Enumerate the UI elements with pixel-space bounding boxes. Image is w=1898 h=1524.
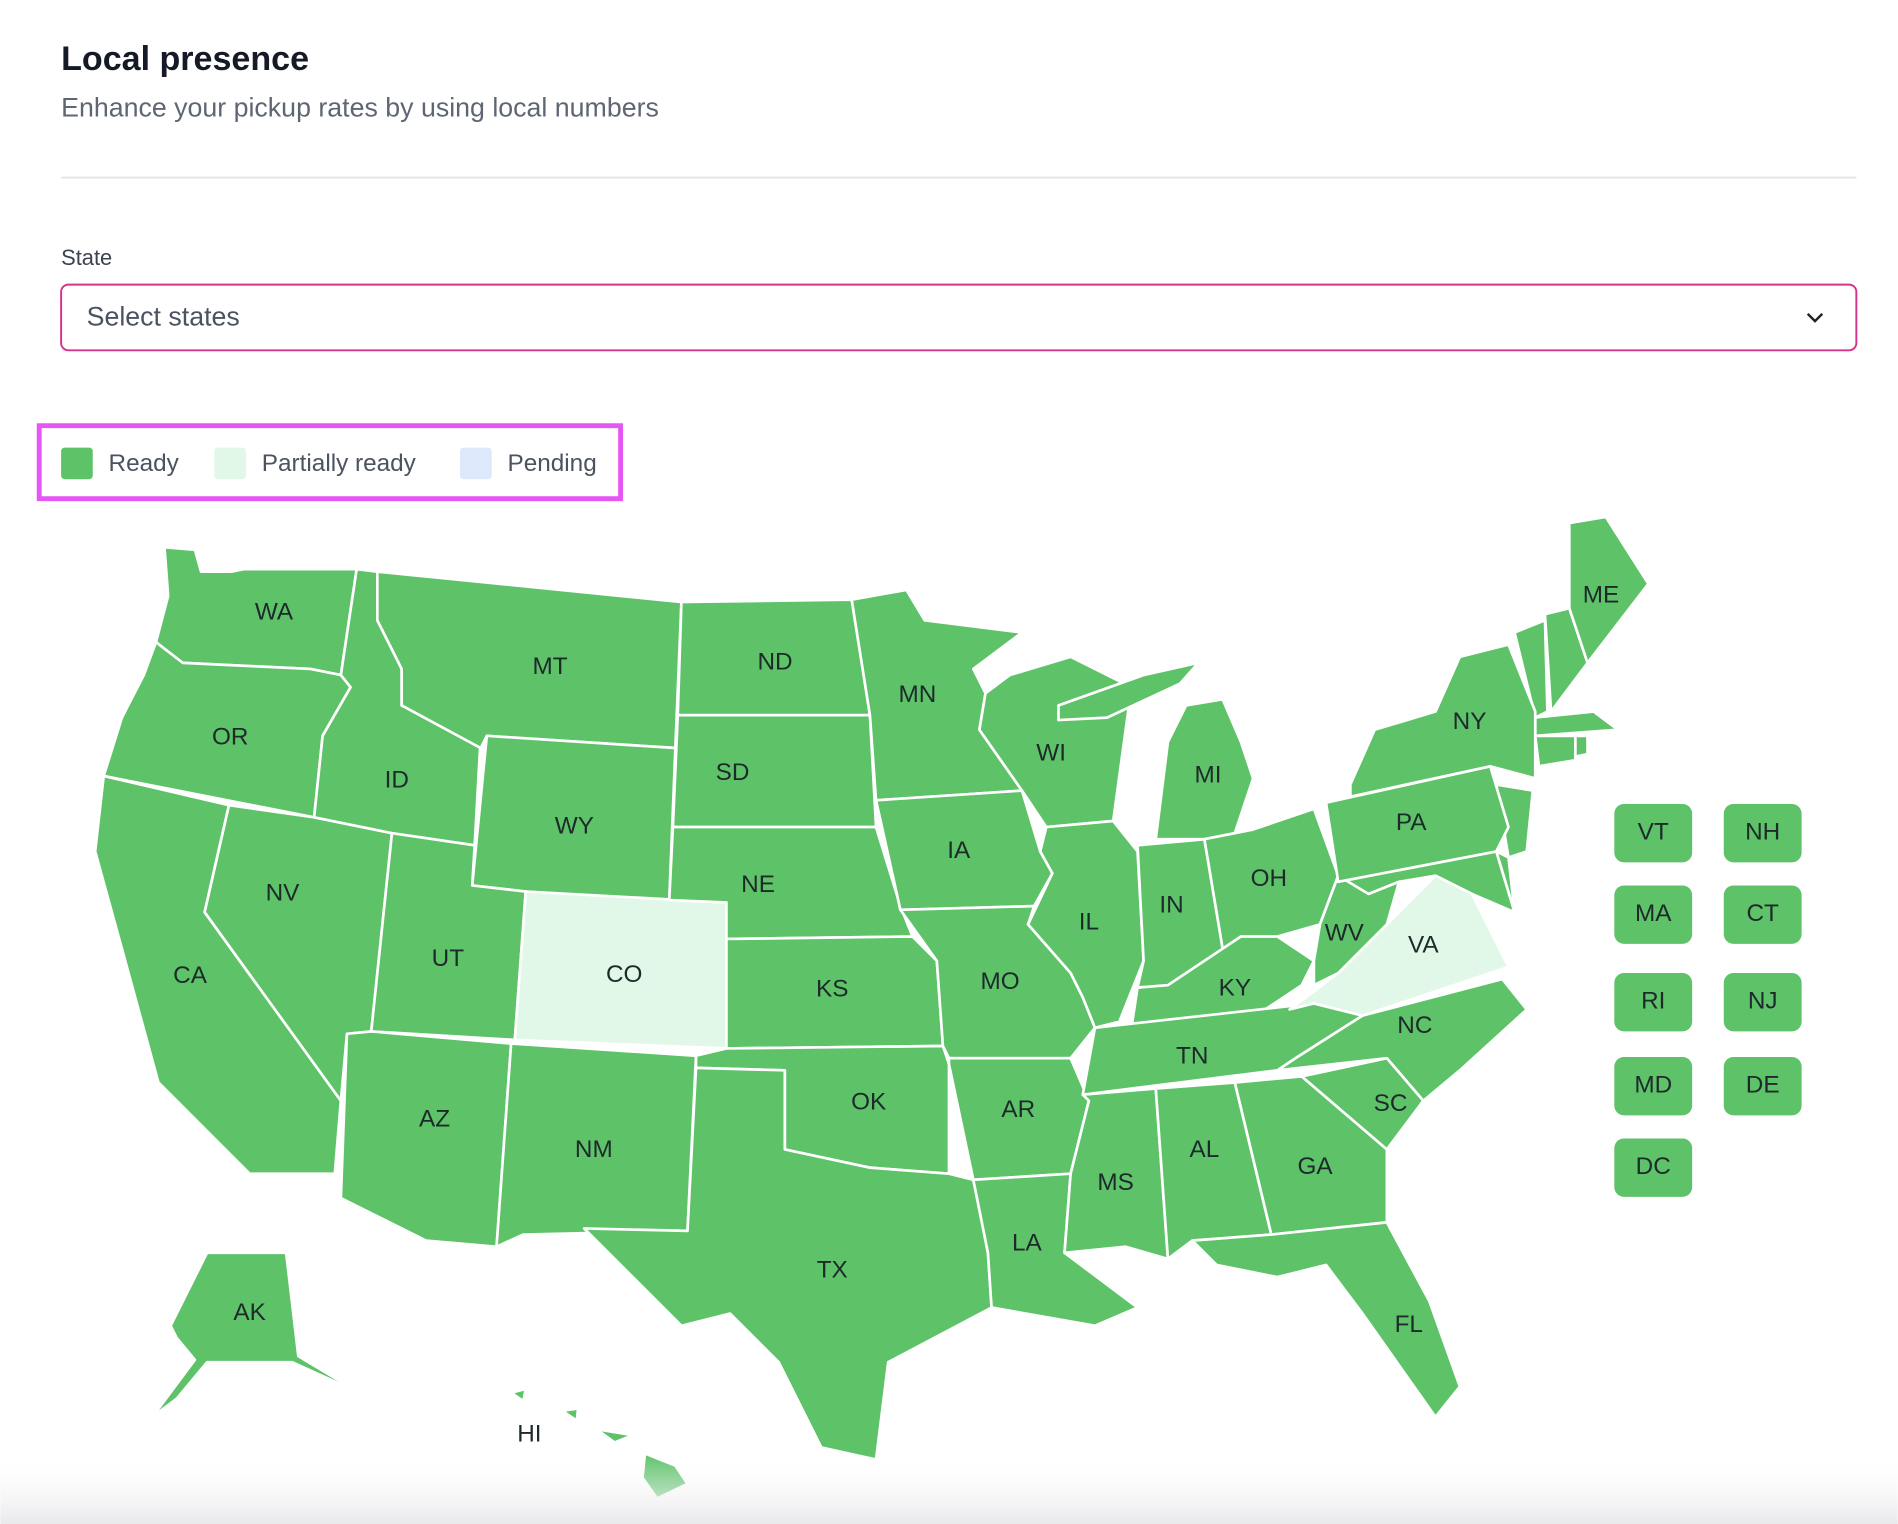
state-label: OR	[212, 724, 248, 751]
state-label: NY	[1453, 708, 1487, 735]
state-label: WV	[1325, 920, 1365, 947]
state-label: VA	[1408, 932, 1439, 959]
legend-highlight	[36, 423, 624, 502]
state-label: NM	[575, 1136, 613, 1163]
legend: Ready Partially ready Pending	[61, 447, 597, 480]
state-label: WY	[555, 812, 594, 839]
page-subtitle: Enhance your pickup rates by using local…	[61, 93, 659, 123]
state-label: NV	[266, 879, 301, 906]
field-label: State	[61, 245, 112, 270]
state-button[interactable]	[1614, 803, 1693, 863]
state-label: GA	[1298, 1153, 1334, 1180]
state-shape[interactable]	[509, 1387, 528, 1403]
state-shape[interactable]	[582, 1066, 993, 1461]
state-label: WA	[255, 598, 294, 625]
state-button[interactable]	[1614, 1056, 1693, 1116]
state-label: MT	[533, 653, 568, 680]
state-button-label: DC	[1636, 1153, 1671, 1180]
state-label: OH	[1251, 865, 1287, 892]
state-shape[interactable]	[594, 1427, 635, 1444]
state-shape[interactable]	[1026, 819, 1145, 1030]
legend-swatch	[214, 447, 246, 480]
state-button-label: VT	[1638, 819, 1669, 846]
state-label: OK	[851, 1089, 886, 1116]
state-label: ND	[758, 648, 793, 675]
state-shape[interactable]	[560, 1407, 580, 1422]
state-shape[interactable]	[1190, 1221, 1462, 1419]
state-shape[interactable]	[1276, 977, 1529, 1103]
state-label: ME	[1583, 581, 1619, 608]
state-label: KY	[1219, 974, 1251, 1001]
state-label: TX	[817, 1256, 848, 1283]
state-label: PA	[1396, 809, 1427, 836]
state-shape[interactable]	[1574, 734, 1589, 758]
chevron	[1806, 312, 1824, 323]
state-shape[interactable]	[1057, 661, 1200, 722]
state-button[interactable]	[1614, 973, 1693, 1032]
page-title: Local presence	[61, 40, 309, 78]
state-label: NE	[741, 871, 775, 898]
state-button[interactable]	[1723, 885, 1802, 944]
legend-label: Ready	[109, 450, 180, 477]
state-shape[interactable]	[1233, 1075, 1389, 1236]
state-label: IL	[1079, 909, 1099, 936]
state-label: FL	[1395, 1311, 1423, 1338]
state-label: ID	[385, 766, 409, 793]
state-button-label: CT	[1746, 900, 1779, 927]
state-label: NC	[1397, 1012, 1432, 1039]
us-map: WA OR CA NV ID MT WY UT CO AZ NM ND SD NE KS OK TX MN IA MO…	[93, 515, 1650, 1500]
legend-label: Partially ready	[262, 450, 417, 477]
state-label: WI	[1036, 740, 1066, 767]
legend-swatch	[460, 447, 492, 480]
select-placeholder: Select states	[87, 302, 240, 332]
state-shape[interactable]	[1349, 643, 1537, 799]
state-label: MS	[1097, 1169, 1133, 1196]
state-label: LA	[1012, 1230, 1043, 1257]
state-button[interactable]	[1723, 803, 1802, 863]
state-label: IN	[1159, 892, 1183, 919]
state-button-label: NH	[1745, 819, 1780, 846]
state-label: UT	[432, 945, 465, 972]
state-button-label: RI	[1641, 988, 1665, 1015]
state-shape[interactable]	[1312, 874, 1401, 987]
state-button-label: MD	[1634, 1072, 1672, 1099]
state-label: IA	[947, 837, 971, 864]
state-shape[interactable]	[1533, 710, 1620, 738]
state-label: AL	[1190, 1136, 1220, 1163]
state-label: CA	[173, 962, 208, 989]
state-shape[interactable]	[339, 1030, 513, 1249]
state-button-label: MA	[1635, 900, 1672, 927]
state-label: AR	[1001, 1096, 1035, 1123]
state-shape[interactable]	[1533, 734, 1577, 768]
state-button-label: NJ	[1748, 988, 1778, 1015]
state-label: MO	[980, 968, 1019, 995]
state-button[interactable]	[1614, 1138, 1693, 1197]
legend-swatch	[61, 447, 93, 480]
state-label: MI	[1195, 761, 1222, 788]
small-states: VT NH MA CT RI NJ MD DE DC	[1614, 803, 1802, 1197]
state-label: MN	[898, 681, 936, 708]
legend-label: Pending	[507, 450, 596, 477]
state-shape[interactable]	[1513, 618, 1549, 719]
state-shape[interactable]	[150, 1251, 361, 1419]
state-label: HI	[517, 1421, 541, 1448]
state-label: SD	[716, 759, 750, 786]
state-label: AK	[233, 1299, 265, 1326]
state-select[interactable]: Select states	[60, 283, 1858, 352]
state-label: KS	[816, 975, 848, 1002]
state-label: AZ	[419, 1106, 450, 1133]
state-shape[interactable]	[1567, 515, 1650, 665]
state-label: TN	[1176, 1042, 1208, 1069]
state-button[interactable]	[1614, 885, 1693, 944]
state-shape[interactable]	[671, 713, 878, 829]
select-box[interactable]	[60, 283, 1858, 352]
state-shape[interactable]	[1494, 850, 1516, 914]
bottom-fade	[0, 1453, 1898, 1524]
state-label: CO	[606, 961, 642, 988]
state-button[interactable]	[1723, 1056, 1802, 1116]
state-label: SC	[1374, 1090, 1408, 1117]
state-button[interactable]	[1723, 973, 1802, 1032]
state-button-label: DE	[1746, 1072, 1780, 1099]
